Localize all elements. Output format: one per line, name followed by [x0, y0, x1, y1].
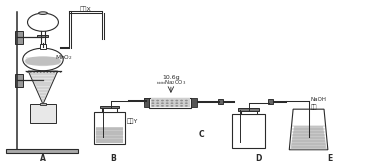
- Ellipse shape: [175, 102, 178, 104]
- Ellipse shape: [161, 100, 164, 101]
- Bar: [192, 98, 197, 107]
- Text: C: C: [198, 130, 204, 138]
- Text: B: B: [110, 153, 116, 162]
- Bar: [94, 112, 125, 144]
- Ellipse shape: [180, 100, 183, 101]
- Ellipse shape: [185, 102, 188, 104]
- Ellipse shape: [156, 100, 159, 101]
- Bar: [30, 104, 56, 123]
- Ellipse shape: [23, 48, 63, 71]
- Bar: [96, 127, 124, 143]
- Text: MnO$_2$: MnO$_2$: [55, 53, 73, 62]
- Ellipse shape: [170, 100, 173, 101]
- Bar: [268, 99, 273, 104]
- Bar: [238, 108, 259, 111]
- Text: NaOH
溶液: NaOH 溶液: [311, 97, 327, 110]
- Bar: [40, 44, 45, 49]
- Ellipse shape: [166, 102, 169, 104]
- Ellipse shape: [28, 13, 58, 31]
- Ellipse shape: [161, 105, 164, 107]
- Ellipse shape: [185, 105, 188, 107]
- Polygon shape: [28, 71, 58, 104]
- Ellipse shape: [156, 102, 159, 104]
- Ellipse shape: [156, 105, 159, 107]
- Text: D: D: [255, 153, 261, 162]
- Ellipse shape: [180, 105, 183, 107]
- Ellipse shape: [166, 105, 169, 107]
- Bar: [144, 98, 149, 103]
- Text: E: E: [327, 153, 332, 162]
- Bar: [218, 99, 223, 104]
- Ellipse shape: [180, 102, 183, 104]
- Ellipse shape: [38, 12, 47, 14]
- Bar: [232, 114, 265, 148]
- Bar: [149, 98, 192, 108]
- Ellipse shape: [170, 102, 173, 104]
- Ellipse shape: [151, 100, 154, 101]
- Ellipse shape: [185, 100, 188, 101]
- Bar: [100, 106, 120, 108]
- Polygon shape: [290, 126, 327, 149]
- Text: 干燥的Na$_2$CO$_3$: 干燥的Na$_2$CO$_3$: [156, 78, 186, 87]
- Polygon shape: [289, 109, 328, 150]
- Bar: [15, 31, 23, 44]
- Ellipse shape: [161, 102, 164, 104]
- Ellipse shape: [151, 105, 154, 107]
- Bar: [144, 98, 149, 107]
- Text: 试剂Y: 试剂Y: [127, 119, 138, 124]
- Ellipse shape: [151, 102, 154, 104]
- Ellipse shape: [25, 56, 61, 66]
- Bar: [38, 35, 48, 37]
- Ellipse shape: [175, 105, 178, 107]
- Ellipse shape: [175, 100, 178, 101]
- Ellipse shape: [166, 100, 169, 101]
- Ellipse shape: [170, 105, 173, 107]
- Bar: [15, 73, 23, 87]
- Text: 试剂X: 试剂X: [80, 7, 92, 12]
- Bar: [241, 110, 257, 114]
- Bar: [102, 107, 117, 112]
- Bar: [40, 103, 45, 105]
- Text: A: A: [40, 153, 46, 162]
- Bar: [6, 149, 78, 153]
- Bar: [151, 98, 190, 107]
- Text: 10.6g: 10.6g: [162, 75, 180, 80]
